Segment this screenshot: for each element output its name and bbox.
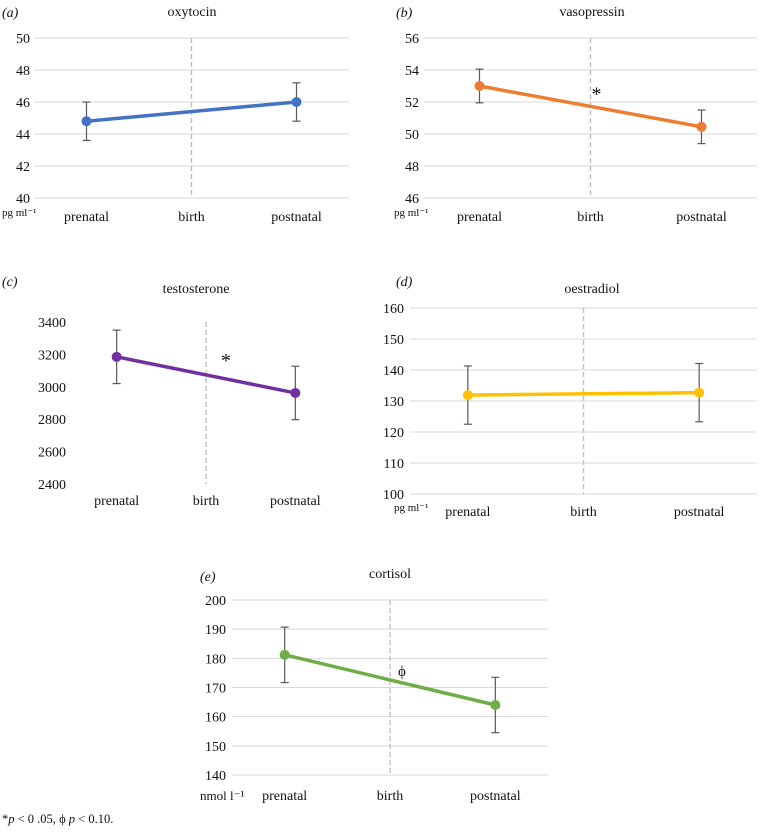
significance-marker: ϕ <box>398 664 406 680</box>
panel-label: (e) <box>200 570 216 585</box>
y-tick-label: 50 <box>16 32 30 47</box>
footnote-star: * <box>2 812 9 826</box>
data-point-postnatal <box>490 700 501 710</box>
chart-panel-cortisol: (e) cortisol 140 150 160 170 180 190 200 nmol l⁻¹… <box>200 567 548 804</box>
y-tick-label: 160 <box>205 711 226 726</box>
y-tick-label: 54 <box>405 64 419 79</box>
chart-title: vasopressin <box>559 5 624 20</box>
x-tick-label-postnatal: postnatal <box>271 210 322 225</box>
significance-marker: * <box>592 83 602 105</box>
y-unit-label: pg ml⁻¹ <box>394 502 428 514</box>
y-tick-label: 3000 <box>38 381 66 396</box>
series-line-cortisol <box>282 653 498 707</box>
chart-title: testosterone <box>163 282 230 297</box>
x-tick-label-postnatal: postnatal <box>674 505 725 520</box>
series-line-oestradiol <box>466 390 701 397</box>
y-tick-label: 42 <box>16 160 30 175</box>
x-tick-label-birth: birth <box>178 210 204 225</box>
y-tick-label: 110 <box>384 457 404 472</box>
y-tick-label: 130 <box>383 395 404 410</box>
y-tick-label: 100 <box>383 488 404 503</box>
data-point-postnatal <box>694 387 705 398</box>
x-tick-label-prenatal: prenatal <box>445 505 490 520</box>
y-tick-label: 46 <box>405 192 419 207</box>
data-point-prenatal <box>111 351 122 362</box>
y-tick-label: 40 <box>16 192 30 207</box>
chart-title: oxytocin <box>168 5 217 20</box>
y-tick-label: 2800 <box>38 413 66 428</box>
y-tick-label: 160 <box>383 302 404 317</box>
x-tick-label-birth: birth <box>577 210 603 225</box>
y-tick-label: 48 <box>16 64 30 79</box>
x-tick-label-prenatal: prenatal <box>457 210 502 225</box>
footnote-p2: p <box>68 812 76 826</box>
y-tick-label: 52 <box>405 96 419 111</box>
panel-label: (c) <box>2 275 18 290</box>
chart-panel-oestradiol: (d) oestradiol 100 110 120 130 140 150 160 pg ml⁻… <box>383 275 757 520</box>
x-tick-label-prenatal: prenatal <box>94 494 139 509</box>
y-tick-label: 170 <box>205 682 226 697</box>
data-point-prenatal <box>81 116 92 127</box>
y-tick-label: 140 <box>383 364 404 379</box>
chart-panel-oxytocin: (a) oxytocin 40 42 44 46 48 50 pg ml⁻¹ prenatal bi… <box>2 5 349 225</box>
y-tick-label: 46 <box>16 96 30 111</box>
y-tick-label: 140 <box>205 769 226 784</box>
footnote-threshold-1: < 0 .05, <box>14 812 60 826</box>
y-tick-label: 56 <box>405 32 419 47</box>
y-unit-label: pg ml⁻¹ <box>2 207 36 219</box>
y-unit-label: pg ml⁻¹ <box>394 207 428 219</box>
panel-label: (d) <box>396 275 413 290</box>
footnote: *p < 0 .05, ϕ p < 0.10. <box>2 812 113 827</box>
y-tick-label: 2400 <box>38 478 66 493</box>
x-tick-label-prenatal: prenatal <box>64 210 109 225</box>
y-tick-label: 44 <box>16 128 30 143</box>
y-tick-label: 150 <box>205 740 226 755</box>
y-tick-label: 200 <box>205 594 226 609</box>
x-tick-label-birth: birth <box>193 494 219 509</box>
x-tick-label-postnatal: postnatal <box>470 789 521 804</box>
data-point-postnatal <box>696 121 707 132</box>
x-tick-label-postnatal: postnatal <box>676 210 727 225</box>
chart-panel-vasopressin: (b) vasopressin 46 48 50 52 54 56 pg ml⁻¹ prenata… <box>394 5 757 225</box>
data-point-prenatal <box>462 390 473 401</box>
y-tick-label: 2600 <box>38 446 66 461</box>
y-tick-label: 180 <box>205 652 226 667</box>
x-tick-label-prenatal: prenatal <box>262 789 307 804</box>
series-line-oxytocin <box>84 100 299 123</box>
y-tick-label: 190 <box>205 623 226 638</box>
footnote-p1: p <box>8 812 15 826</box>
y-tick-label: 48 <box>405 160 419 175</box>
data-point-postnatal <box>291 97 302 107</box>
panel-label: (b) <box>396 6 413 21</box>
chart-panel-testosterone: (c) testosterone 2400 2600 2800 3000 3200 3400 p… <box>2 275 321 509</box>
chart-title: oestradiol <box>564 282 619 297</box>
footnote-threshold-2: < 0.10. <box>75 812 114 826</box>
data-point-prenatal <box>474 81 485 91</box>
y-tick-label: 120 <box>383 426 404 441</box>
y-tick-label: 3400 <box>38 316 66 331</box>
footnote-phi: ϕ <box>59 812 66 826</box>
y-tick-label: 150 <box>383 333 404 348</box>
series-line-vasopressin <box>477 84 704 129</box>
x-tick-label-birth: birth <box>570 505 596 520</box>
panel-label: (a) <box>2 6 19 21</box>
data-point-prenatal <box>279 649 290 660</box>
x-tick-label-postnatal: postnatal <box>270 494 321 509</box>
y-tick-label: 3200 <box>38 348 66 363</box>
series-line-testosterone <box>114 355 298 395</box>
data-point-postnatal <box>290 387 301 398</box>
chart-title: cortisol <box>369 567 411 582</box>
y-tick-label: 50 <box>405 128 419 143</box>
x-tick-label-birth: birth <box>377 789 403 804</box>
significance-marker: * <box>221 350 231 372</box>
y-unit-label: nmol l⁻¹ <box>200 788 244 803</box>
